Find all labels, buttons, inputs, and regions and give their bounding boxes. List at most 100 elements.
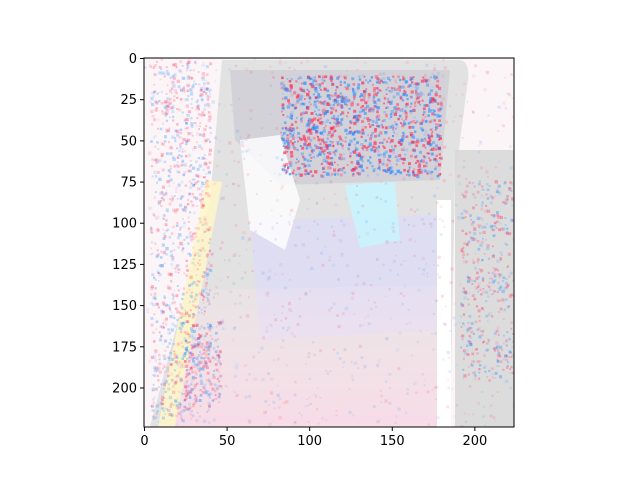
noise-pixel (293, 91, 297, 95)
noise-pixel (207, 241, 211, 245)
noise-pixel (509, 368, 511, 370)
noise-pixel (280, 82, 283, 86)
noise-pixel (372, 168, 376, 172)
noise-pixel (306, 92, 310, 97)
noise-pixel (381, 162, 385, 166)
noise-pixel (493, 225, 496, 228)
noise-pixel (177, 264, 181, 268)
noise-pixel (166, 128, 170, 132)
noise-pixel (336, 86, 339, 89)
noise-pixel (428, 152, 430, 155)
noise-pixel (206, 254, 209, 257)
noise-pixel (402, 295, 405, 298)
noise-pixel (188, 351, 192, 355)
noise-pixel (291, 127, 295, 131)
noise-pixel (504, 354, 508, 358)
noise-pixel (170, 363, 173, 366)
noise-pixel (329, 255, 332, 258)
noise-pixel (190, 182, 193, 184)
noise-pixel (289, 132, 292, 135)
noise-pixel (203, 162, 207, 167)
noise-pixel (197, 311, 200, 314)
noise-pixel (282, 145, 285, 147)
noise-pixel (220, 197, 223, 200)
noise-pixel (493, 290, 496, 293)
noise-pixel (288, 223, 291, 226)
noise-pixel (190, 388, 194, 391)
noise-pixel (182, 173, 185, 177)
noise-pixel (201, 190, 204, 193)
noise-pixel (324, 246, 327, 248)
noise-pixel (238, 262, 241, 265)
noise-pixel (206, 138, 210, 141)
noise-pixel (333, 348, 336, 351)
noise-pixel (293, 147, 297, 151)
noise-pixel (354, 166, 358, 170)
noise-pixel (247, 419, 251, 423)
noise-pixel (396, 158, 400, 162)
noise-pixel (220, 279, 223, 281)
noise-pixel (476, 258, 480, 261)
noise-pixel (290, 154, 294, 158)
noise-pixel (425, 164, 428, 167)
noise-pixel (219, 365, 222, 368)
noise-pixel (284, 165, 286, 167)
noise-pixel (419, 103, 421, 106)
noise-pixel (425, 161, 428, 164)
noise-pixel (317, 108, 320, 111)
noise-pixel (343, 171, 347, 174)
noise-pixel (341, 144, 344, 147)
noise-pixel (422, 272, 425, 276)
noise-pixel (153, 136, 155, 139)
noise-pixel (374, 130, 377, 133)
noise-pixel (391, 87, 394, 90)
noise-pixel (504, 181, 507, 183)
noise-pixel (299, 145, 302, 147)
noise-pixel (208, 360, 212, 363)
noise-pixel (191, 193, 194, 196)
noise-pixel (496, 359, 500, 363)
noise-pixel (497, 365, 500, 368)
noise-pixel (362, 90, 366, 93)
noise-pixel (283, 150, 287, 154)
noise-pixel (200, 97, 204, 101)
noise-pixel (336, 100, 339, 103)
noise-pixel (470, 321, 474, 325)
noise-pixel (395, 123, 398, 126)
noise-pixel (415, 86, 419, 90)
noise-pixel (188, 396, 192, 399)
noise-pixel (339, 113, 342, 116)
noise-pixel (355, 119, 359, 123)
noise-pixel (351, 174, 355, 177)
noise-pixel (337, 325, 341, 329)
noise-pixel (294, 120, 298, 124)
noise-pixel (203, 154, 206, 156)
noise-pixel (403, 91, 407, 95)
noise-pixel (208, 115, 212, 119)
noise-pixel (179, 311, 181, 314)
noise-pixel (438, 146, 441, 150)
noise-pixel (300, 152, 304, 156)
noise-pixel (370, 135, 373, 138)
noise-pixel (421, 373, 424, 376)
noise-pixel (351, 296, 354, 300)
noise-pixel (169, 255, 172, 258)
noise-pixel (301, 88, 305, 93)
noise-pixel (336, 143, 339, 146)
noise-pixel (169, 405, 173, 408)
noise-pixel (209, 343, 212, 346)
noise-pixel (466, 242, 469, 245)
noise-pixel (349, 126, 352, 129)
noise-pixel (401, 123, 405, 127)
noise-pixel (195, 293, 199, 297)
noise-pixel (335, 414, 338, 416)
noise-pixel (497, 215, 501, 219)
noise-pixel (306, 88, 309, 91)
noise-pixel (203, 90, 206, 93)
noise-pixel (474, 64, 477, 68)
noise-pixel (234, 64, 238, 67)
noise-pixel (406, 170, 409, 172)
noise-pixel (174, 186, 179, 190)
noise-pixel (347, 111, 350, 114)
noise-pixel (221, 241, 224, 244)
